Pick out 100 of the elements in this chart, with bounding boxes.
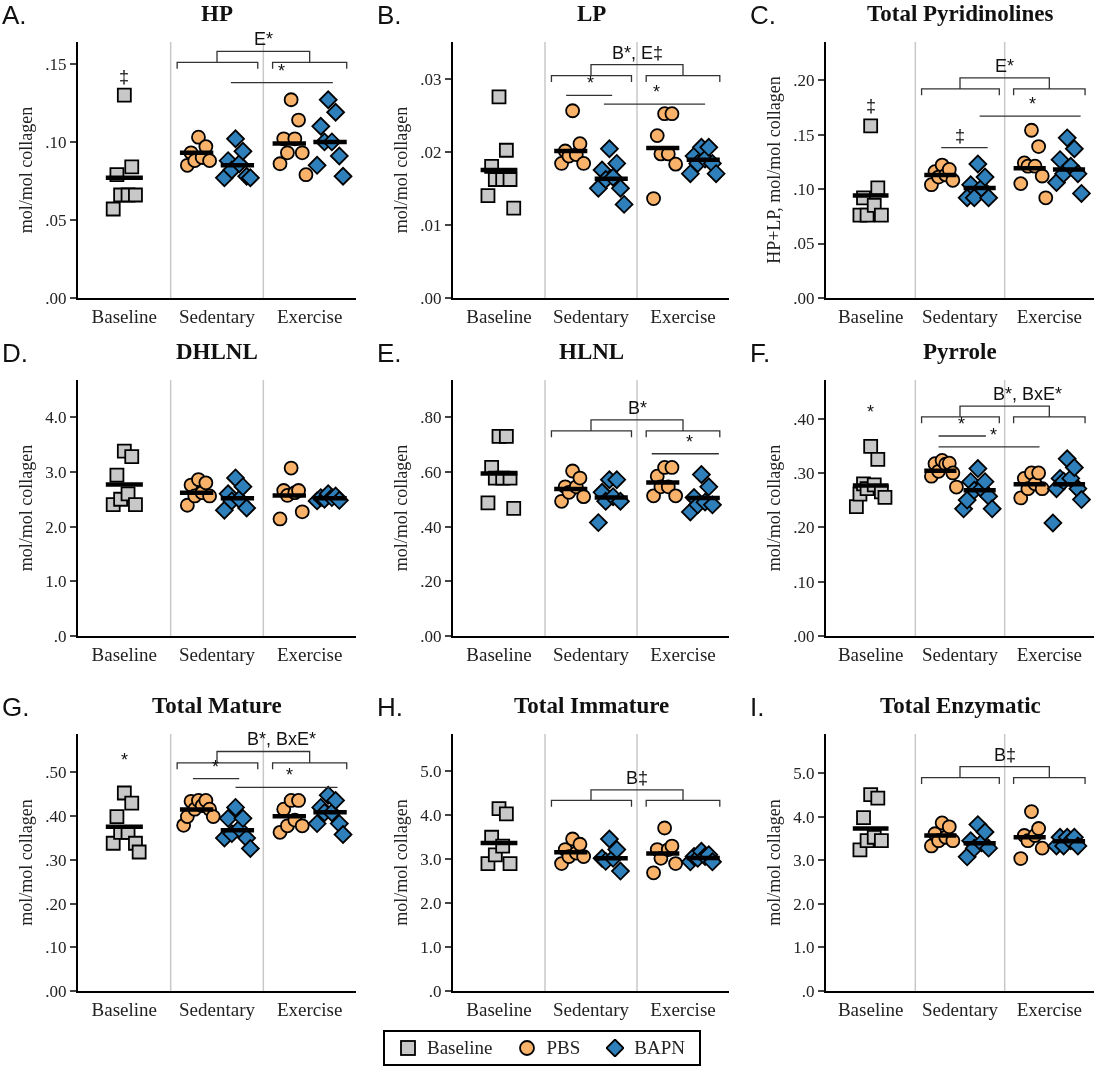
y-tick-label: 1.0 (793, 938, 815, 958)
x-tick-label: Sedentary (553, 305, 630, 327)
x-tick-label: Baseline (837, 305, 904, 327)
text: G. (2, 692, 30, 722)
y-tick-label: 2.0 (793, 894, 815, 914)
x-tick-label: Exercise (1016, 643, 1083, 665)
x-tick-label: Exercise (276, 305, 343, 327)
y-tick-label: .20 (420, 572, 442, 592)
y-tick-label: .15 (45, 54, 67, 74)
text: I. (750, 692, 765, 722)
y-tick-label: .20 (793, 71, 815, 91)
x-tick-label: Exercise (276, 643, 343, 665)
annotation: * (587, 73, 595, 93)
text: E. (377, 338, 402, 368)
y-tick-label: .30 (45, 850, 67, 870)
y-tick-label: 2.0 (45, 517, 67, 537)
y-tick-label: .10 (793, 572, 815, 592)
y-tick-label: .30 (793, 463, 815, 483)
y-axis-title: mol/mol collagen (16, 799, 37, 926)
chart-title: Pyrrole (923, 339, 997, 364)
x-tick-label: Sedentary (179, 305, 256, 327)
y-tick-label: .05 (793, 234, 815, 254)
y-tick-label: 4.0 (45, 408, 67, 428)
y-tick-label: 1.0 (45, 572, 67, 592)
annotation: * (212, 757, 220, 777)
y-tick-label: .0 (428, 981, 442, 1001)
y-tick-label: .10 (45, 132, 67, 152)
y-tick-label: 4.0 (793, 807, 815, 827)
annotation: ‡ (119, 67, 130, 87)
x-tick-label: Exercise (276, 998, 343, 1020)
annotation: * (1029, 94, 1037, 114)
y-tick-label: .00 (45, 981, 67, 1001)
text: H. (377, 692, 403, 722)
x-tick-label: Baseline (91, 998, 158, 1020)
y-tick-label: .00 (45, 288, 67, 308)
chart-title: LP (577, 1, 607, 26)
y-tick-label: .0 (801, 981, 815, 1001)
y-tick-label: .60 (420, 463, 442, 483)
x-tick-label: Baseline (91, 643, 158, 665)
y-tick-label: 1.0 (420, 938, 442, 958)
y-tick-label: 5.0 (420, 762, 442, 782)
y-axis-title: mol/mol collagen (391, 106, 412, 234)
y-axis-title: mol/mol collagen (16, 444, 37, 572)
y-tick-label: .02 (420, 142, 442, 162)
x-tick-label: Sedentary (553, 643, 630, 665)
x-tick-label: Baseline (466, 305, 532, 327)
annotation: ‡ (955, 126, 966, 146)
x-tick-label: Sedentary (922, 998, 999, 1020)
y-tick-label: .0 (53, 626, 67, 646)
legend-label: BAPN (634, 1037, 685, 1059)
x-tick-label: Baseline (466, 998, 532, 1020)
y-tick-label: 4.0 (420, 806, 442, 826)
y-tick-label: .03 (420, 69, 442, 89)
text: F. (750, 338, 771, 368)
text: A. (2, 0, 27, 30)
x-tick-label: Baseline (837, 998, 904, 1020)
annotation: ‡ (866, 96, 877, 116)
y-tick-label: .05 (45, 210, 67, 230)
y-tick-label: .15 (793, 125, 815, 145)
annotation: * (958, 414, 966, 434)
y-tick-label: .20 (793, 518, 815, 538)
y-tick-label: .40 (45, 807, 67, 827)
x-tick-label: Exercise (650, 305, 716, 327)
y-axis-title: mol/mol collagen (764, 444, 785, 572)
y-tick-label: .00 (420, 626, 442, 646)
annotation: B*, E‡ (612, 43, 664, 63)
chart-title: HP (201, 1, 233, 26)
text: C. (750, 0, 776, 30)
y-axis-title: mol/mol collagen (391, 799, 412, 926)
legend-label: Baseline (427, 1037, 493, 1059)
x-tick-label: Exercise (650, 643, 716, 665)
text: B. (377, 0, 402, 30)
x-tick-label: Baseline (91, 305, 158, 327)
y-tick-label: .50 (45, 763, 67, 783)
x-tick-label: Baseline (837, 643, 904, 665)
chart-title: HLNL (559, 339, 625, 364)
annotation: B‡ (994, 745, 1017, 765)
x-tick-label: Exercise (650, 998, 716, 1020)
y-tick-label: 3.0 (45, 462, 67, 482)
y-axis-title: HP+LP, mol/mol collagen (764, 76, 785, 264)
y-axis-title: mol/mol collagen (764, 799, 785, 926)
y-axis-title: mol/mol collagen (391, 444, 412, 572)
y-tick-label: .40 (420, 517, 442, 537)
x-tick-label: Baseline (466, 643, 532, 665)
annotation: * (653, 82, 661, 102)
chart-title: Total Mature (152, 693, 282, 718)
y-tick-label: .10 (45, 938, 67, 958)
annotation: B*, BxE* (993, 384, 1063, 404)
annotation: B* (628, 398, 648, 418)
legend-label: PBS (546, 1037, 581, 1059)
y-tick-label: 5.0 (793, 764, 815, 784)
annotation: E* (995, 56, 1015, 76)
y-tick-label: 3.0 (793, 851, 815, 871)
annotation: * (286, 765, 294, 785)
annotation: * (867, 402, 875, 422)
annotation: * (686, 432, 694, 452)
y-tick-label: .10 (793, 180, 815, 200)
y-tick-label: .40 (793, 409, 815, 429)
text: D. (2, 338, 28, 368)
y-tick-label: .20 (45, 894, 67, 914)
